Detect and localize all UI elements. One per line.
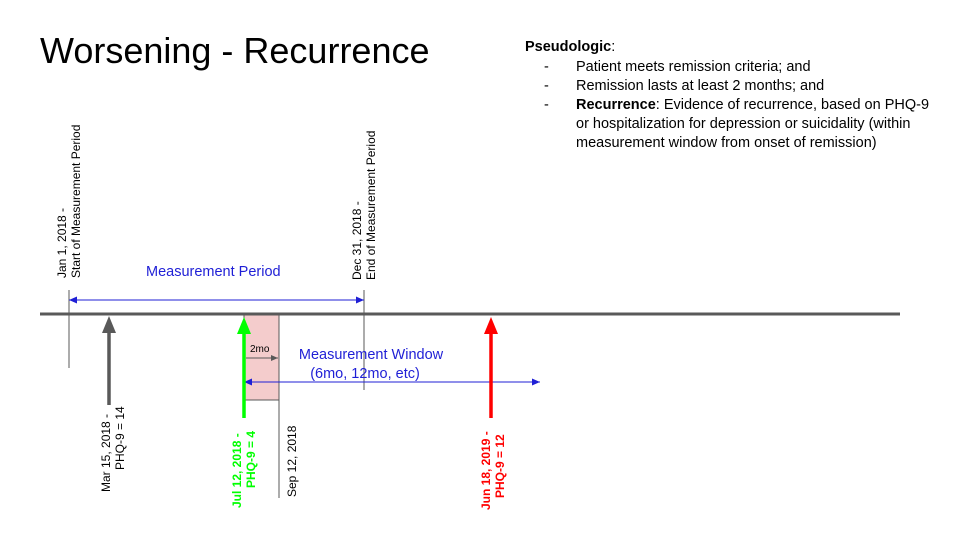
baseline-phq9-arrow xyxy=(102,316,116,405)
slide-title: Worsening - Recurrence xyxy=(40,30,430,71)
period-start-label-line1: Jan 1, 2018 - xyxy=(55,208,69,278)
baseline-event-label-line1: Mar 15, 2018 - xyxy=(99,414,113,492)
pseudologic-item-text: : Evidence of recurrence, based on PHQ-9… xyxy=(576,97,930,151)
remission-phq9-arrow xyxy=(237,317,251,418)
period-end-label-line2: End of Measurement Period xyxy=(364,131,378,280)
period-end-label-line1: Dec 31, 2018 - xyxy=(350,201,364,280)
recurrence-phq9-arrow xyxy=(484,317,498,418)
recurrence-event-label-line1: Jun 18, 2019 - xyxy=(479,431,493,510)
pseudologic-item-text: Remission lasts at least 2 months; and xyxy=(576,78,825,94)
pseudologic-heading-text: Pseudologic xyxy=(525,39,612,55)
remission-end-label: Sep 12, 2018 xyxy=(285,425,299,497)
measurement-period-label: Measurement Period xyxy=(146,264,281,280)
pseudologic-heading: Pseudologic: xyxy=(525,38,945,57)
remission-duration-label: 2mo xyxy=(250,344,270,355)
pseudologic-item: Patient meets remission criteria; and xyxy=(525,58,945,77)
recurrence-event-label-line2: PHQ-9 = 12 xyxy=(493,434,507,498)
pseudologic-item-text: Patient meets remission criteria; and xyxy=(576,59,811,75)
pseudologic-item: Remission lasts at least 2 months; and xyxy=(525,77,945,96)
pseudologic-box: Pseudologic: Patient meets remission cri… xyxy=(525,38,945,153)
pseudologic-item: Recurrence: Evidence of recurrence, base… xyxy=(525,96,945,153)
pseudologic-item-bold: Recurrence xyxy=(576,97,656,113)
baseline-event-label-line2: PHQ-9 = 14 xyxy=(113,406,127,470)
remission-event-label-line2: PHQ-9 = 4 xyxy=(244,431,258,488)
measurement-window-label-line1: Measurement Window xyxy=(299,347,444,363)
period-start-label-line2: Start of Measurement Period xyxy=(69,125,83,278)
measurement-window-label-line2: (6mo, 12mo, etc) xyxy=(310,366,420,382)
remission-event-label-line1: Jul 12, 2018 - xyxy=(230,433,244,508)
remission-period-box xyxy=(243,313,280,401)
pseudologic-list: Patient meets remission criteria; and Re… xyxy=(525,58,945,153)
pseudologic-heading-colon: : xyxy=(611,39,616,55)
